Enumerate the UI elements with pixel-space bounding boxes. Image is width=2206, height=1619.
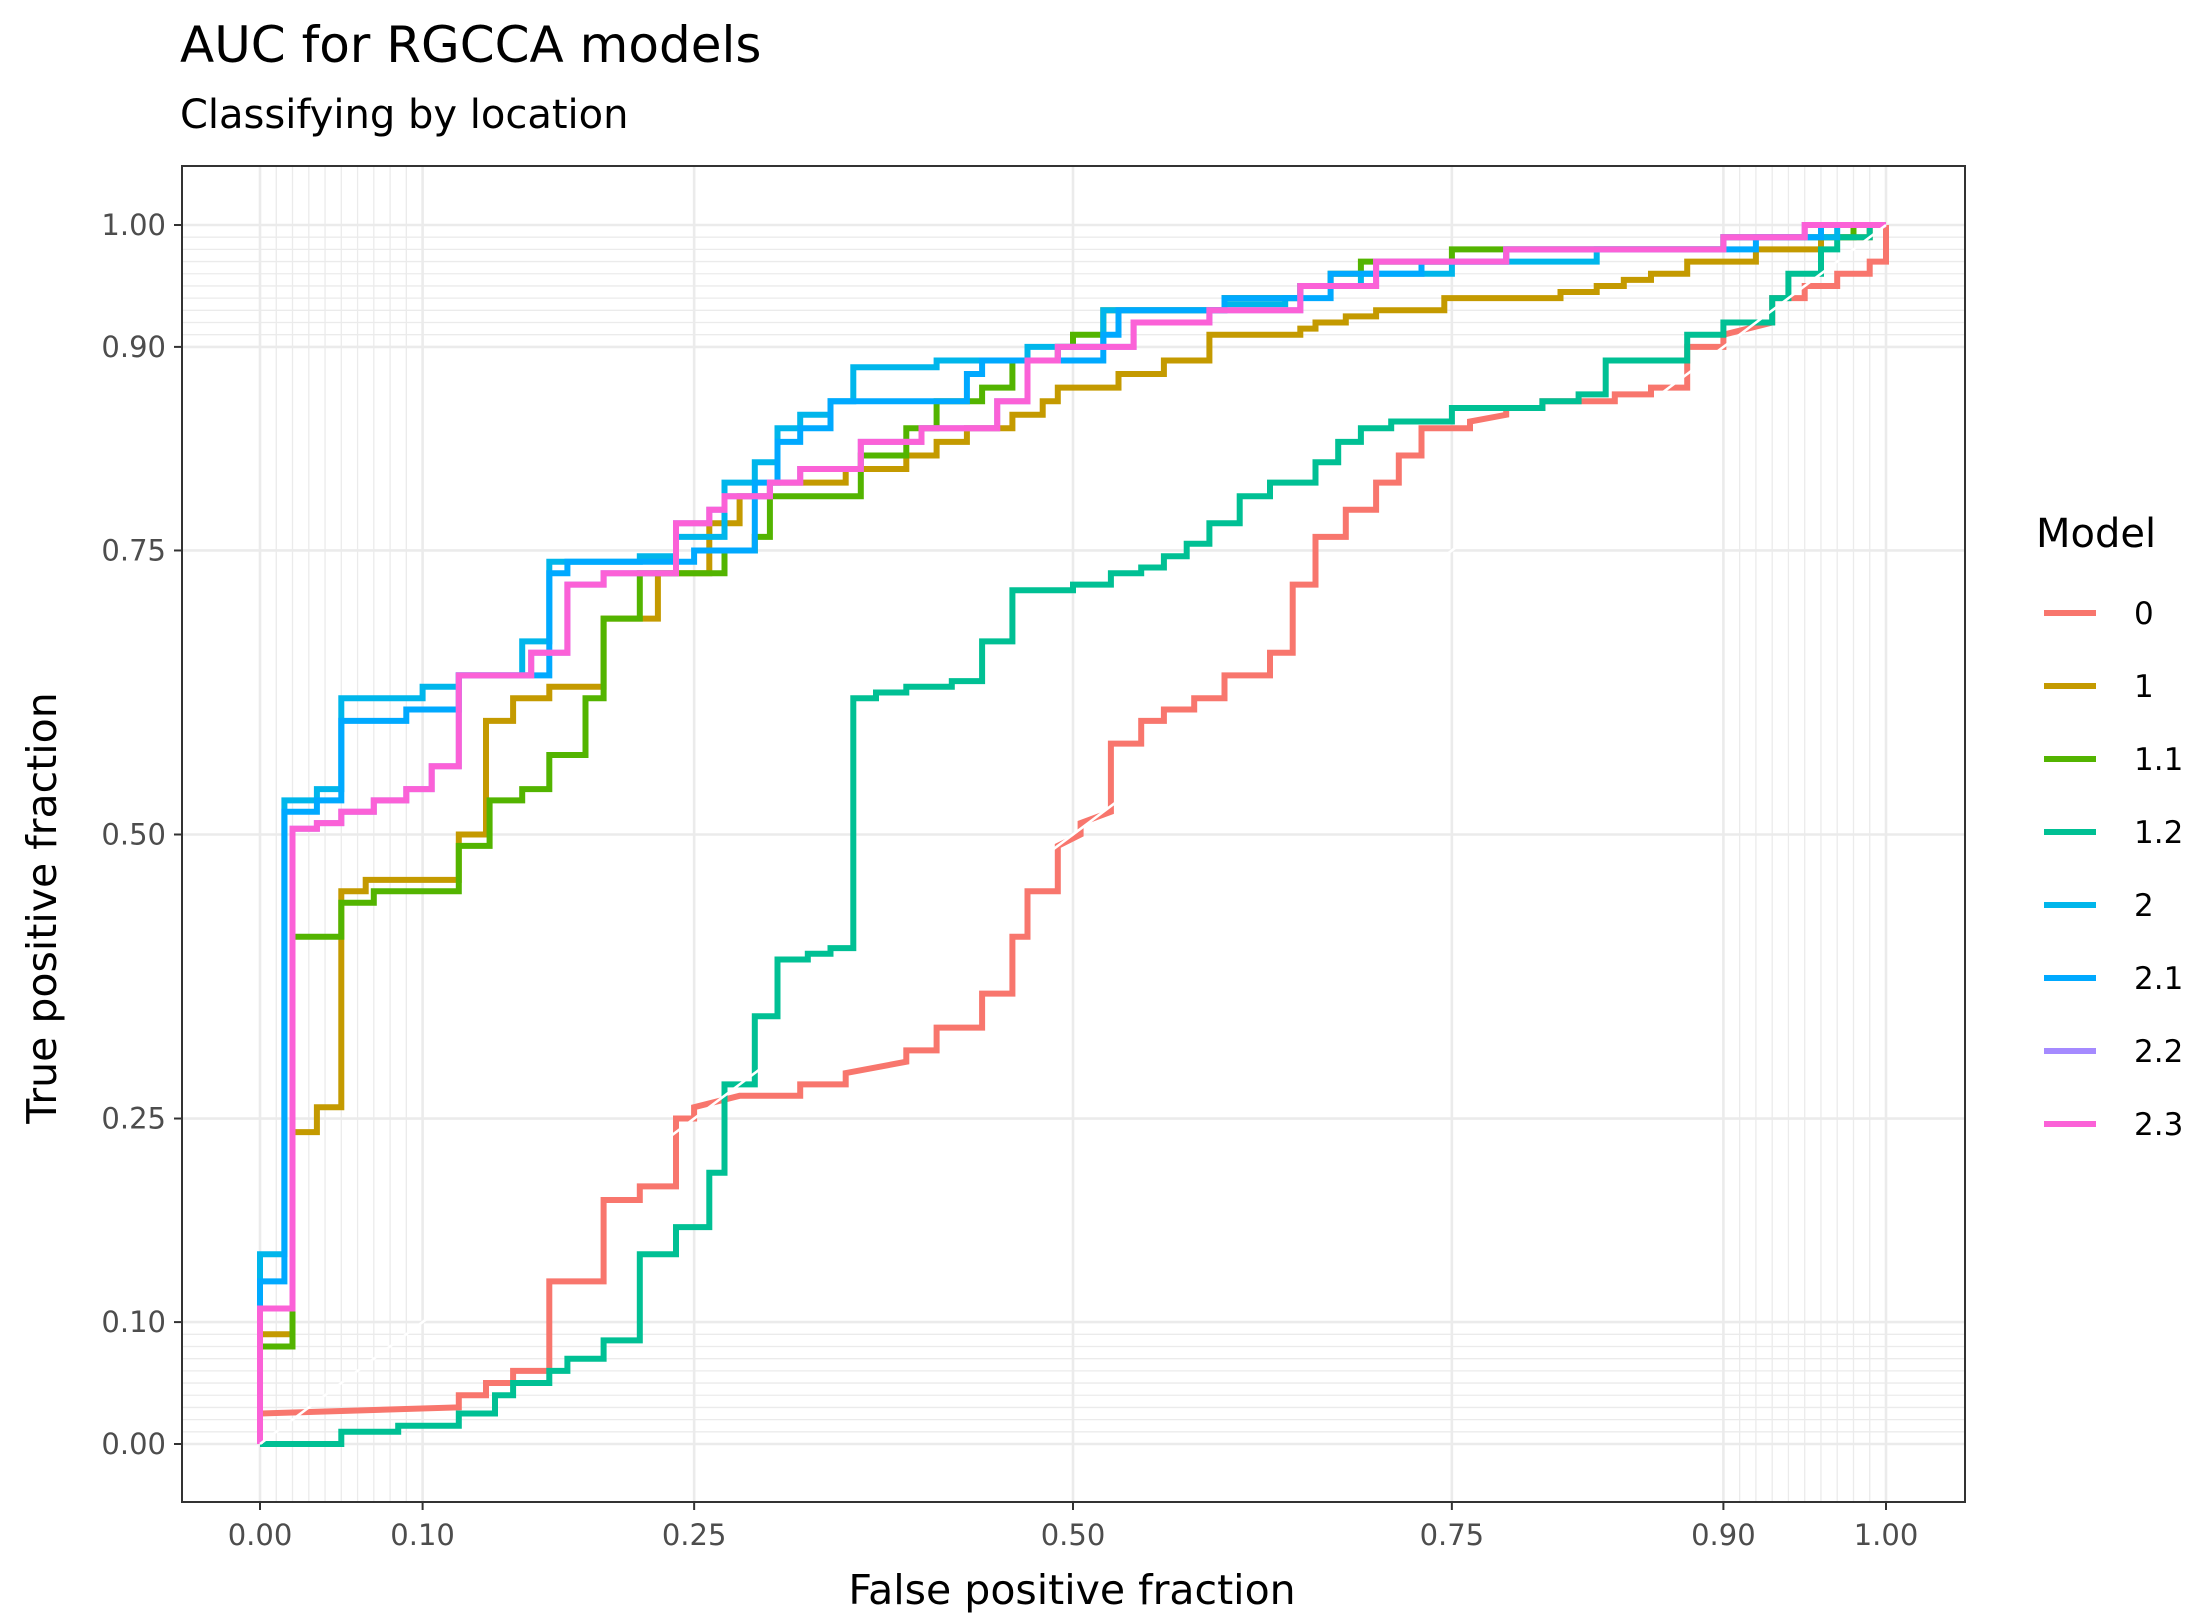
- x-tick-label: 1.00: [1854, 1518, 1919, 1552]
- legend-label-2.3: 2.3: [2134, 1107, 2183, 1143]
- roc-curve-2.3: [257, 222, 1886, 1444]
- y-tick-label: 0.90: [101, 330, 166, 364]
- legend-label-0: 0: [2134, 596, 2154, 632]
- legend-label-2.2: 2.2: [2134, 1034, 2183, 1070]
- legend-label-2: 2: [2134, 888, 2154, 924]
- x-tick-label: 0.25: [662, 1518, 727, 1552]
- y-tick-label: 0.10: [101, 1305, 166, 1339]
- y-tick-label: 0.00: [101, 1427, 166, 1461]
- axis-ticks: 0.00 0.10 0.25 0.50 0.75 0.90 1.00 0.00 0.10 0.25…: [101, 208, 1918, 1552]
- y-axis-title: True positive fraction: [18, 692, 66, 1124]
- x-axis-title: False positive fraction: [848, 1566, 1295, 1614]
- legend: Model 0 1 1.1 1.2 2 2.1 2.2 2.3: [2036, 511, 2183, 1143]
- x-tick-label: 0.90: [1691, 1518, 1756, 1552]
- y-tick-label: 1.00: [101, 208, 166, 242]
- roc-curve-1: [257, 222, 1886, 1444]
- y-tick-label: 0.25: [101, 1102, 166, 1136]
- x-tick-label: 0.75: [1420, 1518, 1485, 1552]
- roc-curve-1.2: [260, 222, 1886, 1447]
- roc-curve-0: [257, 225, 1889, 1444]
- x-tick-label: 0.10: [390, 1518, 455, 1552]
- chart-subtitle: Classifying by location: [180, 92, 628, 138]
- legend-title: Model: [2036, 511, 2156, 557]
- legend-label-2.1: 2.1: [2134, 961, 2183, 997]
- legend-label-1.1: 1.1: [2134, 742, 2183, 778]
- legend-label-1.2: 1.2: [2134, 815, 2183, 851]
- diagonal-reference-line: [259, 223, 1887, 1446]
- chart-title: AUC for RGCCA models: [180, 16, 761, 74]
- series-lines: [181, 165, 1966, 1503]
- roc-curve-2.1: [257, 222, 1886, 1444]
- x-tick-label: 0.00: [228, 1518, 293, 1552]
- y-tick-label: 0.50: [101, 818, 166, 852]
- legend-label-1: 1: [2134, 669, 2154, 705]
- x-tick-label: 0.50: [1041, 1518, 1106, 1552]
- y-tick-label: 0.75: [101, 533, 166, 567]
